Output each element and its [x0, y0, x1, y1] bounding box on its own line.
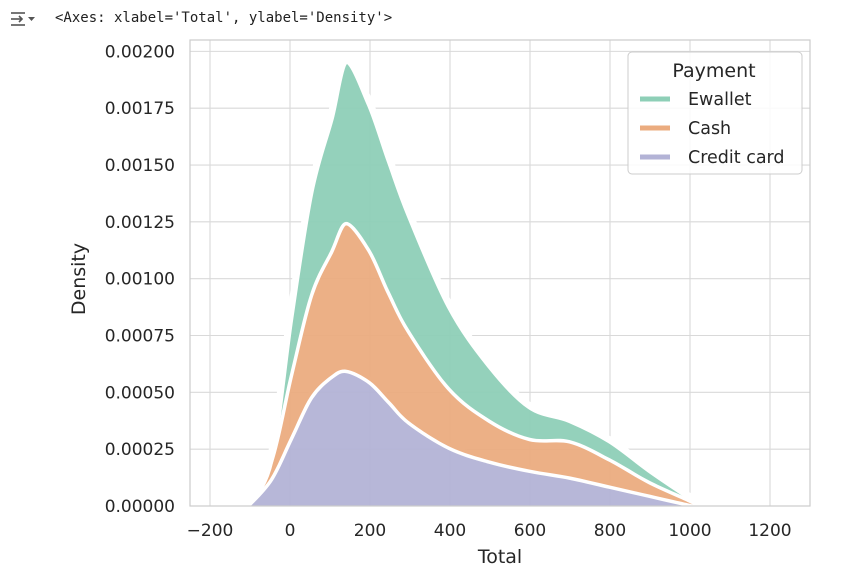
- y-tick-label: 0.00150: [105, 156, 175, 176]
- x-tick-label: 1000: [668, 521, 711, 541]
- legend-label-cash: Cash: [688, 119, 731, 139]
- legend-title: Payment: [672, 60, 755, 82]
- x-tick-label: −200: [187, 521, 234, 541]
- y-tick-label: 0.00000: [105, 497, 175, 517]
- x-axis-label: Total: [477, 546, 522, 568]
- y-tick-label: 0.00200: [105, 42, 175, 62]
- axes-repr-text: <Axes: xlabel='Total', ylabel='Density'>: [55, 10, 393, 26]
- y-tick-label: 0.00175: [105, 99, 175, 119]
- output-collapse-icon[interactable]: [8, 8, 38, 30]
- x-tick-label: 800: [594, 521, 626, 541]
- legend-items: Ewallet Cash Credit card: [640, 90, 785, 168]
- x-tick-labels: −200 0 200 400 600 800 1000 1200: [187, 521, 792, 541]
- y-tick-label: 0.00100: [105, 270, 175, 290]
- y-tick-label: 0.00050: [105, 383, 175, 403]
- stacked-areas: [242, 57, 706, 510]
- x-tick-label: 1200: [748, 521, 791, 541]
- x-tick-label: 0: [285, 521, 296, 541]
- legend-box: [627, 51, 803, 175]
- y-tick-label: 0.00025: [105, 440, 175, 460]
- area-ewallet: [246, 60, 702, 506]
- area-credit-card: [246, 369, 702, 506]
- y-tick-label: 0.00125: [105, 213, 175, 233]
- plot-frame: [189, 39, 811, 507]
- x-tick-label: 200: [354, 521, 386, 541]
- legend-label-ewallet: Ewallet: [688, 90, 752, 110]
- area-cash: [246, 221, 702, 507]
- x-tick-label: 400: [434, 521, 466, 541]
- y-axis-label: Density: [68, 243, 90, 315]
- cell-output-header: <Axes: xlabel='Total', ylabel='Density'>: [0, 0, 867, 36]
- area-edge-ewallet: [242, 57, 706, 510]
- legend-label-credit-card: Credit card: [688, 148, 785, 168]
- legend: Payment Ewallet Cash Credit card: [627, 51, 803, 175]
- y-tick-label: 0.00075: [105, 327, 175, 347]
- x-tick-label: 600: [514, 521, 546, 541]
- y-tick-labels: 0.00000 0.00025 0.00050 0.00075 0.00100 0.001…: [105, 42, 175, 517]
